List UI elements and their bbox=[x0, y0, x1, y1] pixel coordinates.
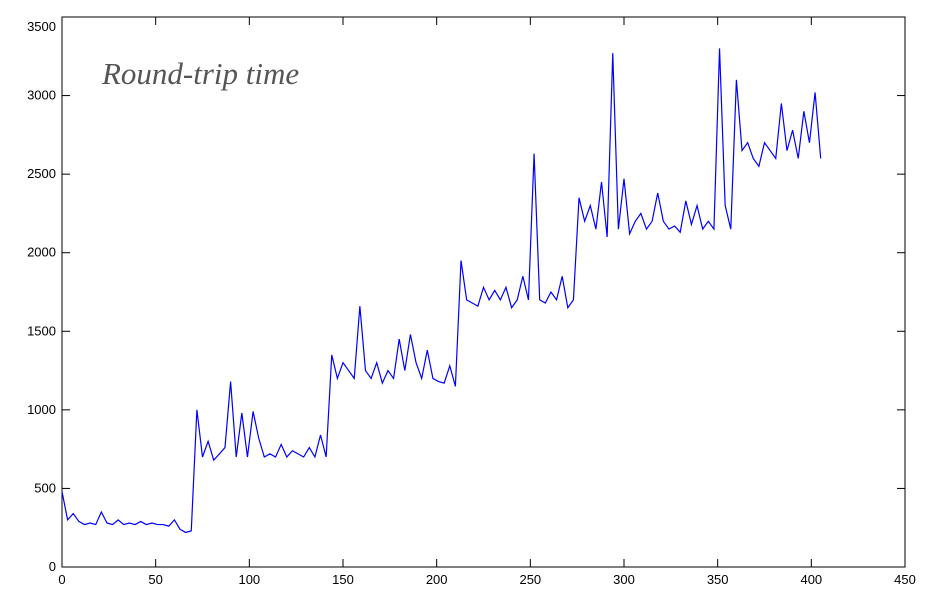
y-tick-label: 2000 bbox=[27, 245, 56, 260]
x-tick-label: 0 bbox=[58, 572, 65, 587]
x-tick-label: 250 bbox=[519, 572, 541, 587]
x-tick-label: 400 bbox=[800, 572, 822, 587]
y-tick-label: 0 bbox=[49, 559, 56, 574]
x-tick-label: 350 bbox=[707, 572, 729, 587]
y-tick-label: 1000 bbox=[27, 402, 56, 417]
axes-box bbox=[61, 16, 906, 568]
y-tick-label: 500 bbox=[34, 480, 56, 495]
x-tick-label: 100 bbox=[238, 572, 260, 587]
x-tick-label: 150 bbox=[332, 572, 354, 587]
x-tick-label: 300 bbox=[613, 572, 635, 587]
y-tick-label: 3500 bbox=[27, 19, 56, 34]
data-line bbox=[61, 48, 822, 534]
y-tick-label: 1500 bbox=[27, 323, 56, 338]
x-tick-label: 450 bbox=[894, 572, 916, 587]
y-tick-label: 2500 bbox=[27, 166, 56, 181]
y-tick-label: 3000 bbox=[27, 88, 56, 103]
chart-title: Round-trip time bbox=[101, 56, 299, 91]
x-tick-label: 200 bbox=[426, 572, 448, 587]
x-tick-label: 50 bbox=[148, 572, 162, 587]
